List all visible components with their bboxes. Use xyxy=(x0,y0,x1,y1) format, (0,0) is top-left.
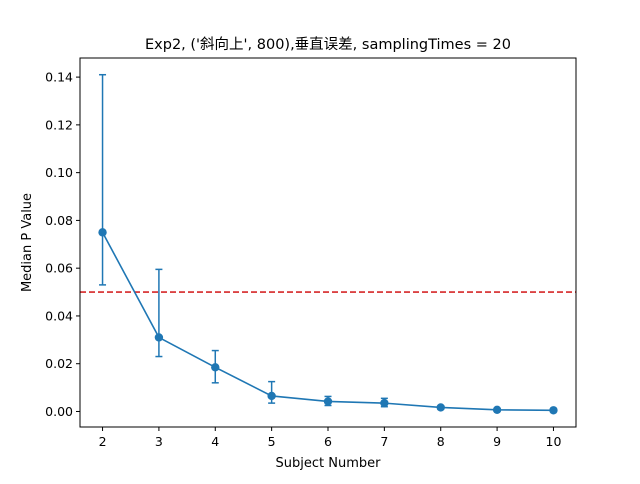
data-point xyxy=(98,228,107,237)
y-tick-label: 0.00 xyxy=(45,404,73,419)
data-point xyxy=(380,398,389,408)
y-axis-label: Median P Value xyxy=(20,193,35,292)
x-tick-label: 9 xyxy=(493,434,501,449)
y-tick-label: 0.10 xyxy=(45,165,73,180)
y-tick-label: 0.04 xyxy=(45,308,73,323)
data-point xyxy=(267,391,276,401)
x-tick-label: 7 xyxy=(380,434,388,449)
y-tick-label: 0.14 xyxy=(45,70,73,85)
y-axis-ticks: 0.00 0.02 0.04 0.06 0.08 0.10 0.12 0.14 xyxy=(45,70,80,419)
data-point xyxy=(154,333,164,342)
plot-area-frame xyxy=(79,57,577,428)
x-tick-label: 5 xyxy=(268,434,276,449)
data-point xyxy=(492,405,502,415)
y-tick-label: 0.12 xyxy=(45,117,73,132)
y-tick-label: 0.08 xyxy=(45,213,73,228)
y-tick-label: 0.02 xyxy=(45,356,73,371)
x-tick-label: 10 xyxy=(546,434,562,449)
data-point xyxy=(323,397,333,406)
x-tick-label: 3 xyxy=(155,434,163,449)
y-tick-label: 0.06 xyxy=(45,261,73,276)
x-tick-label: 6 xyxy=(324,434,332,449)
chart-title: Exp2, ('斜向上', 800),垂直误差, samplingTimes =… xyxy=(145,36,511,53)
data-point xyxy=(549,406,558,415)
x-tick-label: 8 xyxy=(437,434,445,449)
x-axis-ticks: 2 3 4 5 6 7 8 9 10 xyxy=(99,427,562,449)
x-tick-label: 2 xyxy=(99,434,107,449)
data-points-layer xyxy=(98,228,558,415)
x-tick-label: 4 xyxy=(211,434,219,449)
x-axis-label: Subject Number xyxy=(276,456,382,471)
data-point xyxy=(436,403,445,412)
data-point xyxy=(211,363,220,372)
